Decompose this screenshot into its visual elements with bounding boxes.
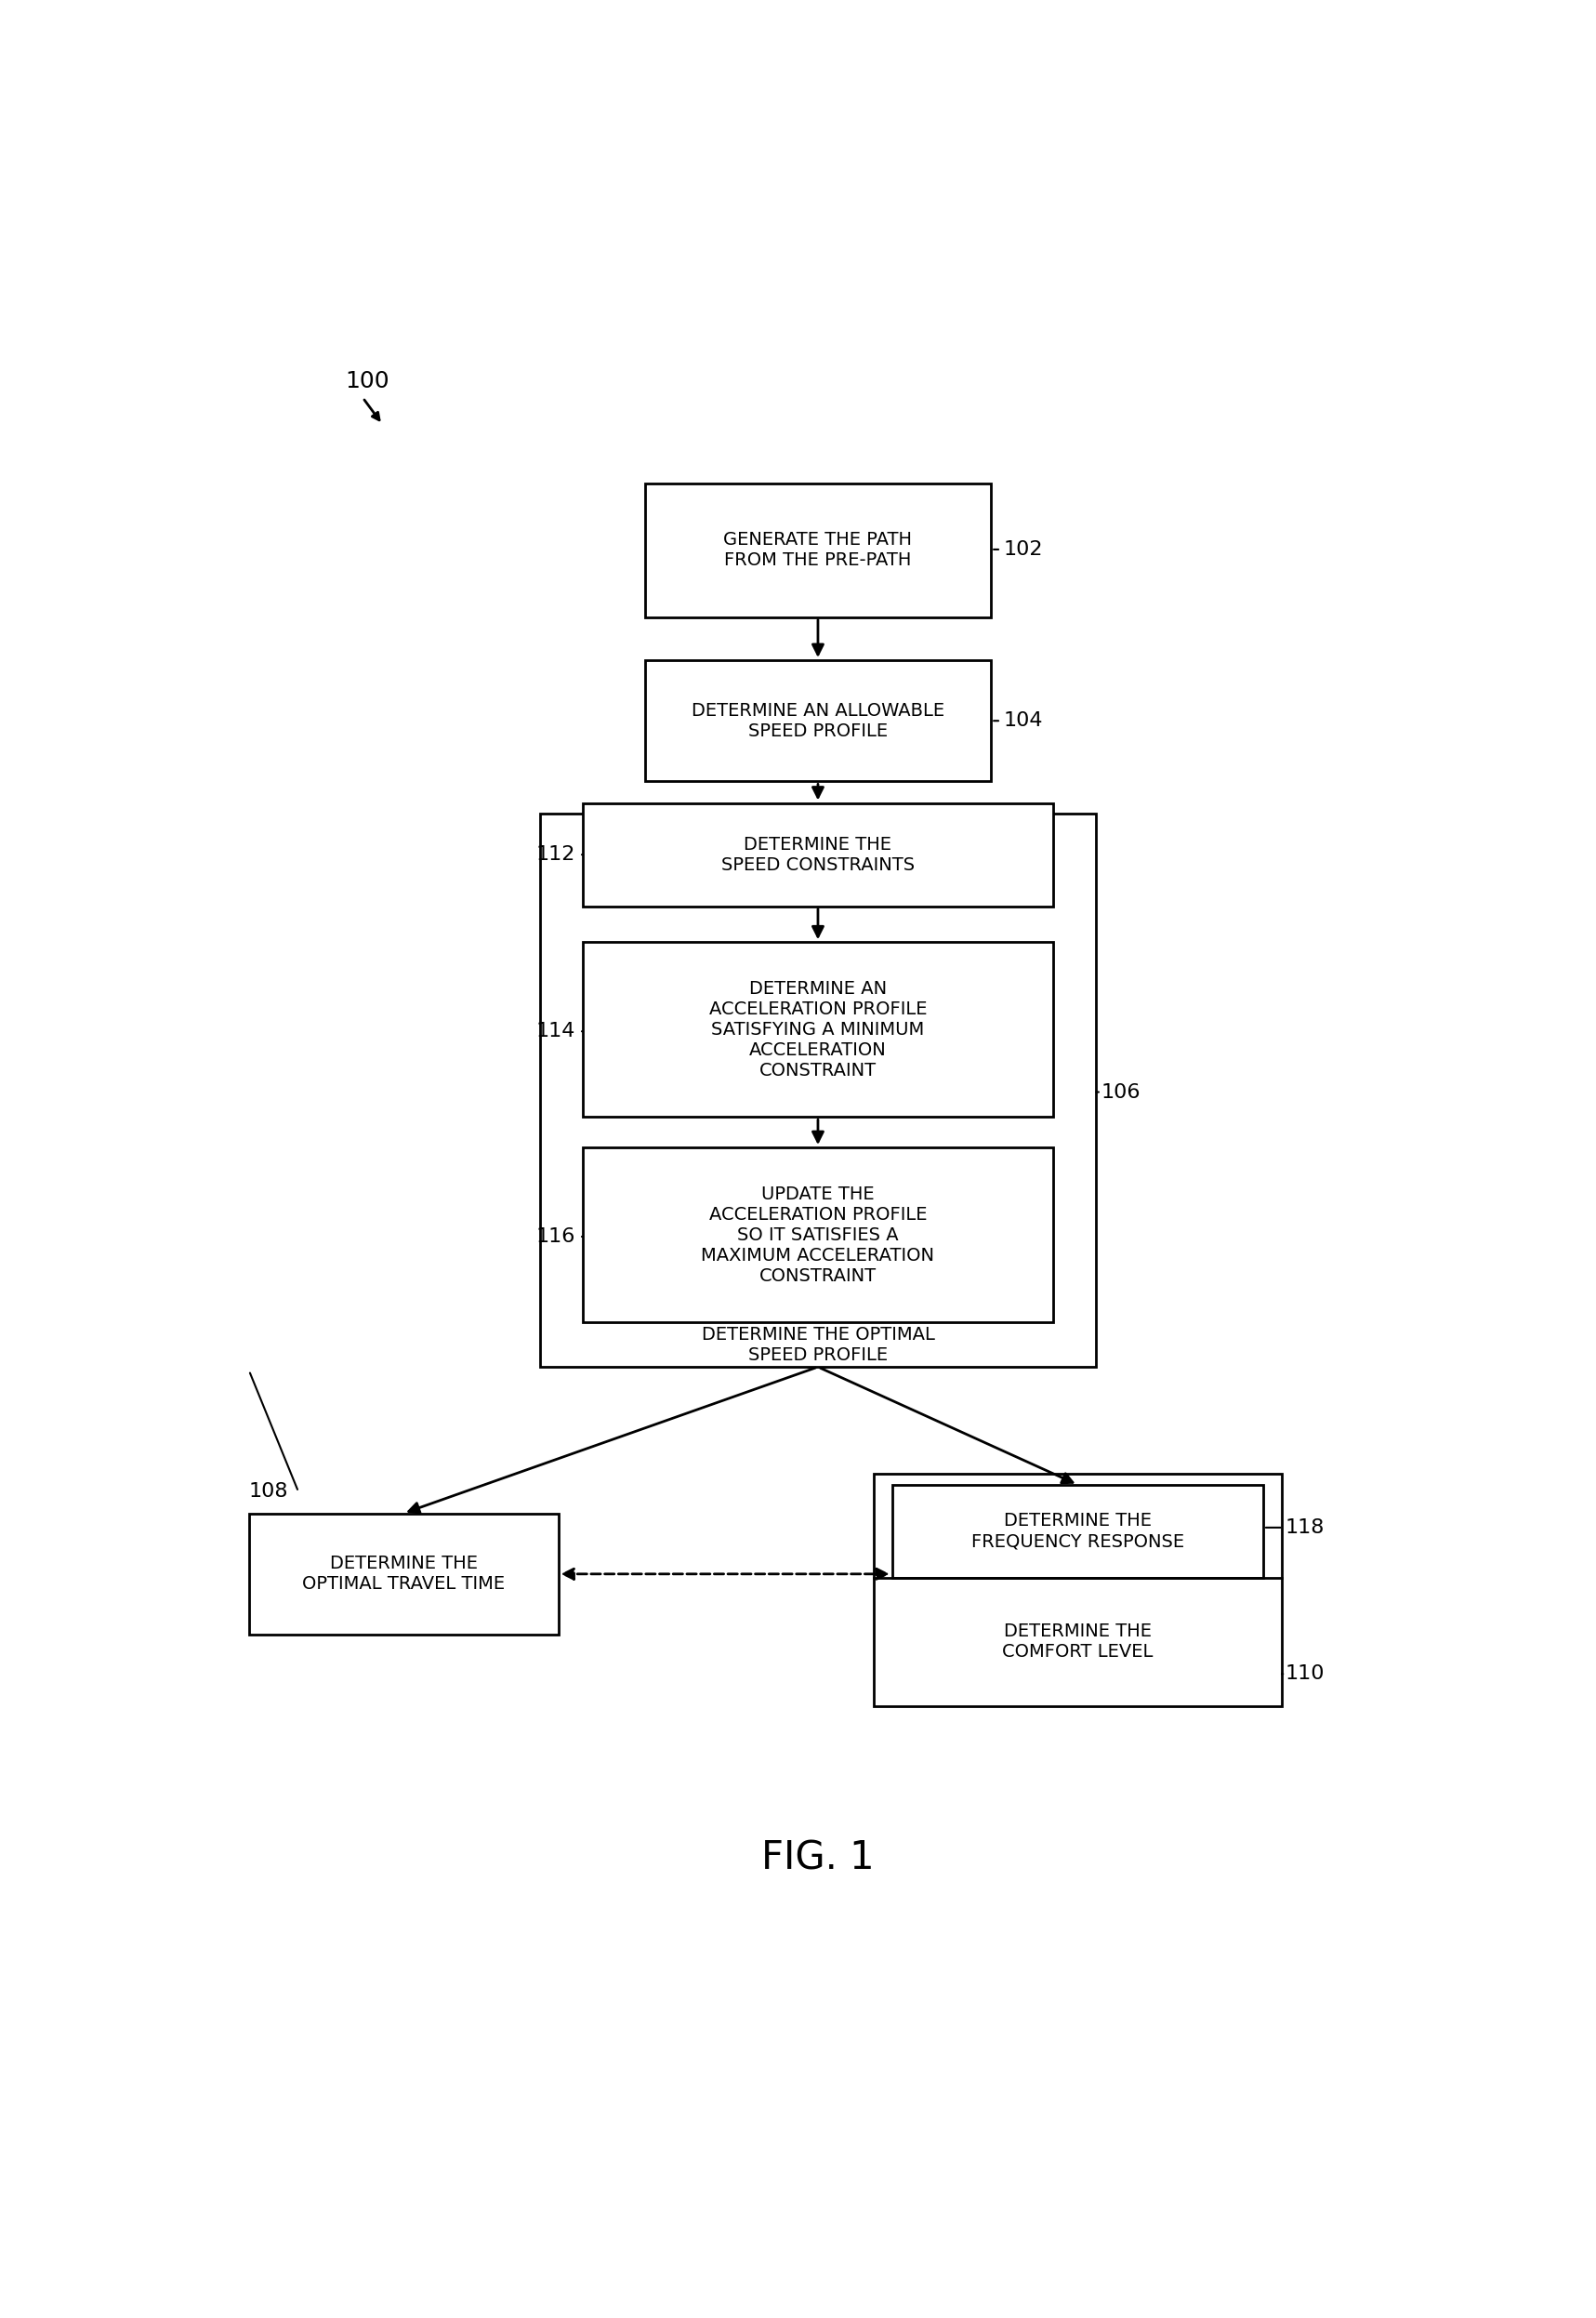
Text: DETERMINE THE
OPTIMAL TRAVEL TIME: DETERMINE THE OPTIMAL TRAVEL TIME: [302, 1555, 504, 1592]
Text: 116: 116: [536, 1226, 575, 1247]
Bar: [645, 484, 991, 617]
Text: 112: 112: [536, 846, 575, 865]
Bar: [249, 1514, 559, 1634]
Text: DETERMINE THE
COMFORT LEVEL: DETERMINE THE COMFORT LEVEL: [1002, 1623, 1154, 1662]
Text: 114: 114: [536, 1022, 575, 1041]
Text: DETERMINE THE OPTIMAL
SPEED PROFILE: DETERMINE THE OPTIMAL SPEED PROFILE: [701, 1326, 935, 1363]
Bar: [873, 1474, 1282, 1706]
Text: 118: 118: [1285, 1518, 1325, 1537]
Bar: [583, 802, 1053, 906]
Text: UPDATE THE
ACCELERATION PROFILE
SO IT SATISFIES A
MAXIMUM ACCELERATION
CONSTRAIN: UPDATE THE ACCELERATION PROFILE SO IT SA…: [701, 1184, 935, 1284]
Text: DETERMINE THE
SPEED CONSTRAINTS: DETERMINE THE SPEED CONSTRAINTS: [721, 834, 915, 874]
Text: 104: 104: [1004, 712, 1044, 730]
Text: FIG. 1: FIG. 1: [761, 1838, 875, 1878]
Bar: [583, 941, 1053, 1117]
Text: GENERATE THE PATH
FROM THE PRE-PATH: GENERATE THE PATH FROM THE PRE-PATH: [723, 531, 913, 570]
Bar: [645, 661, 991, 781]
Text: 100: 100: [345, 371, 389, 392]
Bar: [583, 1147, 1053, 1321]
Text: 102: 102: [1004, 540, 1044, 559]
Text: 108: 108: [249, 1484, 289, 1502]
Text: 106: 106: [1101, 1083, 1141, 1101]
Bar: [892, 1486, 1264, 1579]
Text: DETERMINE AN
ACCELERATION PROFILE
SATISFYING A MINIMUM
ACCELERATION
CONSTRAINT: DETERMINE AN ACCELERATION PROFILE SATISF…: [709, 981, 927, 1080]
Text: 110: 110: [1285, 1664, 1325, 1683]
Text: DETERMINE THE
FREQUENCY RESPONSE: DETERMINE THE FREQUENCY RESPONSE: [972, 1511, 1184, 1551]
Text: DETERMINE AN ALLOWABLE
SPEED PROFILE: DETERMINE AN ALLOWABLE SPEED PROFILE: [691, 702, 945, 739]
Bar: [539, 814, 1096, 1368]
